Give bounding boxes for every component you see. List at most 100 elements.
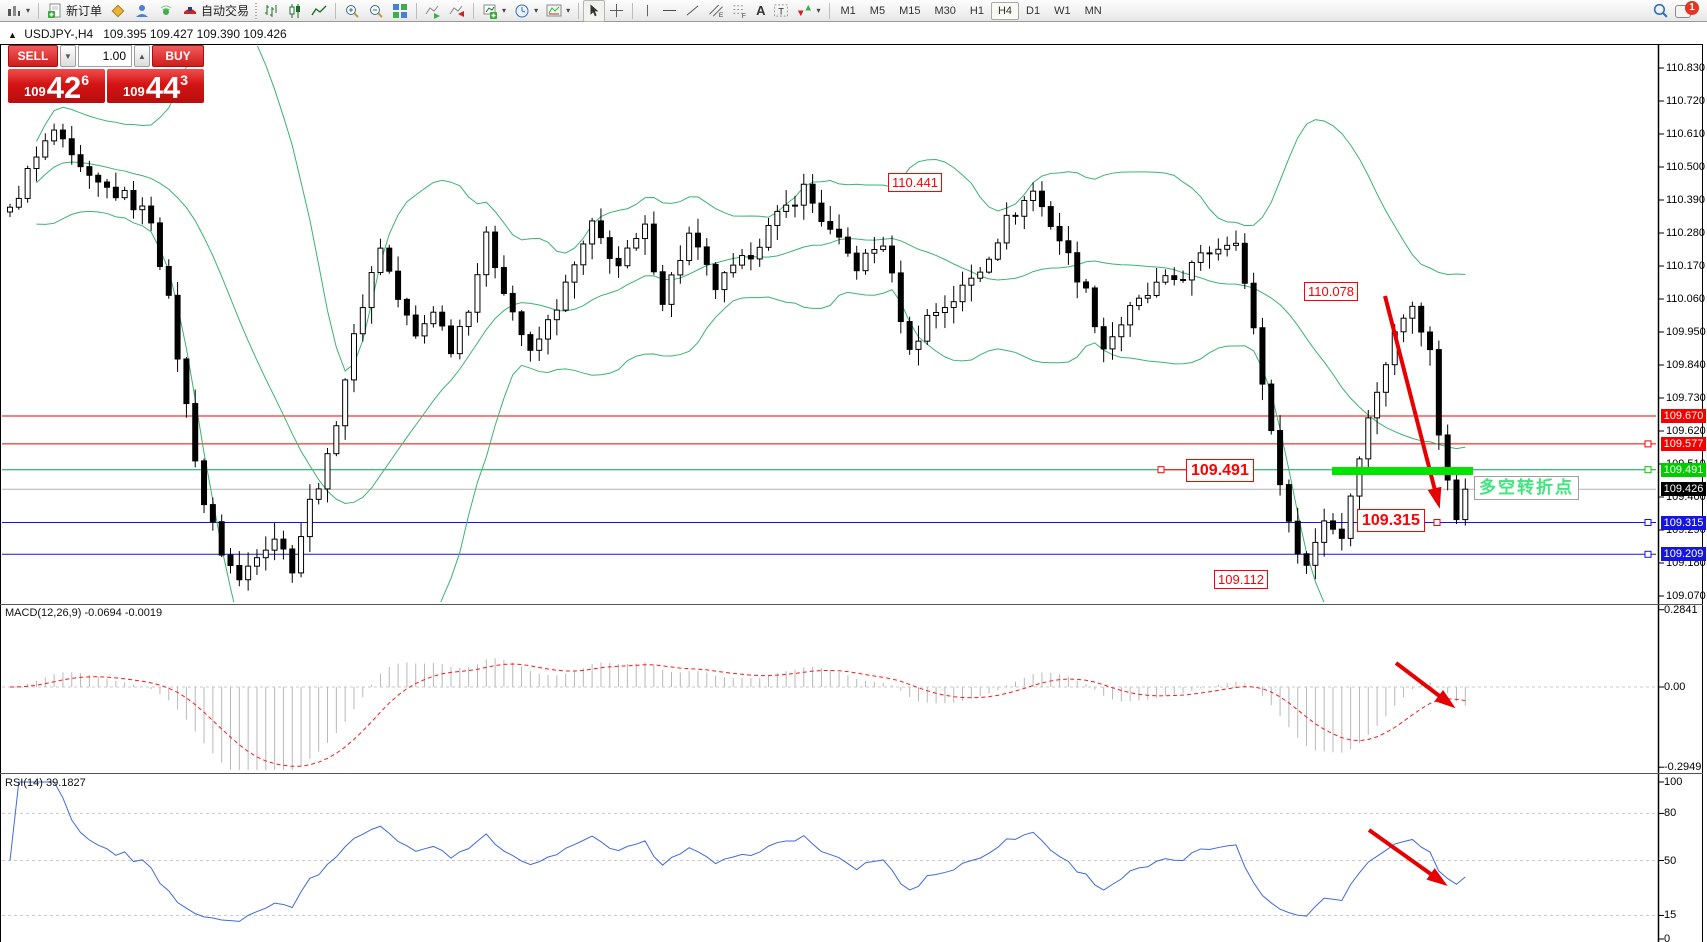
svg-text:F: F <box>742 13 746 18</box>
buy-price-sup: 3 <box>180 72 188 88</box>
tile-windows-button[interactable] <box>388 0 412 22</box>
price-tick-label: 109.840 <box>1666 359 1706 371</box>
annotation-level-109315[interactable]: 109.315 <box>1357 509 1425 532</box>
timeframe-m30[interactable]: M30 <box>934 4 956 17</box>
rsi-axis-label: 100 <box>1664 776 1683 788</box>
autotrading-button[interactable]: 自动交易 <box>178 0 253 22</box>
tile-windows-icon <box>393 3 408 18</box>
timeframe-m5[interactable]: M5 <box>869 4 886 17</box>
cursor-icon <box>590 4 599 17</box>
indicators-button[interactable]: ▾ <box>542 0 574 22</box>
periods-button[interactable]: ▾ <box>510 0 542 22</box>
line-chart-button[interactable] <box>307 0 331 22</box>
autotrading-label: 自动交易 <box>201 4 250 18</box>
separator <box>632 2 634 19</box>
indicators-icon <box>546 4 562 16</box>
autotrading-icon <box>184 6 197 14</box>
volume-decrease-button[interactable]: ▼ <box>60 45 76 67</box>
separator <box>828 2 830 19</box>
trendline-tool[interactable] <box>681 0 704 22</box>
price-level-label: 109.315 <box>1661 515 1706 530</box>
candlestick-chart-button[interactable] <box>283 0 307 22</box>
new-order-label: 新订单 <box>66 4 103 18</box>
volume-increase-button[interactable]: ▲ <box>134 45 150 67</box>
level-handles[interactable] <box>1157 440 1652 558</box>
one-click-trading-panel: SELL ▼ 1.00 ▲ BUY 109 42 6 109 44 3 <box>8 45 204 103</box>
annotation-turning-point[interactable]: 多空转折点 <box>1474 476 1579 500</box>
separator <box>38 2 40 19</box>
chart-window[interactable]: ▲ USDJPY-,H4 109.395 109.427 109.390 109… <box>0 22 1707 942</box>
level-lines-layer[interactable] <box>2 415 1656 555</box>
buy-button[interactable]: BUY <box>152 45 204 67</box>
new-chart-icon <box>483 4 498 19</box>
annotation-low-109112[interactable]: 109.112 <box>1214 570 1269 589</box>
zoom-out-button[interactable] <box>364 0 388 22</box>
zoom-in-icon <box>346 4 359 18</box>
crosshair-icon <box>610 3 624 18</box>
timeframe-h4[interactable]: H4 <box>990 1 1019 20</box>
text-label-tool[interactable]: T <box>769 0 793 22</box>
cursor-tool-button[interactable] <box>583 0 606 22</box>
symbol-period: USDJPY-,H4 <box>24 27 94 41</box>
arrows-tool[interactable]: ▾ <box>793 0 824 22</box>
volume-input[interactable]: 1.00 <box>78 45 132 67</box>
chevron-down-icon: ▾ <box>26 6 31 15</box>
trend-arrow[interactable] <box>1394 661 1456 709</box>
new-chart-button[interactable]: ▾ <box>478 0 510 22</box>
sell-price-button[interactable]: 109 42 6 <box>8 69 105 103</box>
new-order-button[interactable]: 新订单 <box>43 0 106 22</box>
timeframe-mn[interactable]: MN <box>1084 4 1102 17</box>
timeframe-m1[interactable]: M1 <box>840 4 856 17</box>
rsi-axis-label: 80 <box>1664 807 1677 820</box>
price-tick-label: 110.720 <box>1666 95 1705 107</box>
auto-scroll-button[interactable] <box>421 0 445 22</box>
grip <box>255 2 258 19</box>
search-icon[interactable] <box>1652 2 1669 19</box>
candles-layer[interactable] <box>7 123 1469 591</box>
bar-chart-button[interactable] <box>259 0 283 22</box>
fibonacci-tool[interactable]: F <box>728 0 752 22</box>
text-label-icon: T <box>774 4 789 17</box>
notifications-button[interactable]: 1 <box>1675 0 1699 20</box>
timeframe-w1[interactable]: W1 <box>1054 4 1071 17</box>
separator <box>473 2 475 19</box>
signals-button[interactable] <box>154 0 178 22</box>
trend-arrow[interactable] <box>1383 295 1442 509</box>
price-tick-label: 110.830 <box>1666 62 1705 74</box>
svg-text:E: E <box>719 12 724 18</box>
chart-shift-button[interactable] <box>445 0 469 22</box>
rsi-axis-label: 15 <box>1664 909 1677 922</box>
vertical-line-icon <box>647 4 648 17</box>
zoom-in-button[interactable] <box>340 0 364 22</box>
timeframe-d1[interactable]: D1 <box>1026 4 1041 17</box>
horizontal-line-tool[interactable] <box>658 0 681 22</box>
notification-badge: 1 <box>1685 0 1699 15</box>
annotation-high-110441[interactable]: 110.441 <box>888 173 943 192</box>
community-button[interactable] <box>130 0 154 22</box>
timeframe-m15[interactable]: M15 <box>899 4 921 17</box>
crosshair-tool-button[interactable] <box>605 0 628 22</box>
person-icon <box>136 4 149 17</box>
vertical-line-tool[interactable] <box>637 0 658 22</box>
collapse-icon[interactable]: ▲ <box>8 30 17 40</box>
price-tick-label: 109.620 <box>1666 425 1706 437</box>
price-chart[interactable] <box>0 22 1707 942</box>
text-tool[interactable]: A <box>752 0 769 22</box>
sell-button[interactable]: SELL <box>8 45 58 67</box>
annotation-high-110078[interactable]: 110.078 <box>1304 282 1359 301</box>
channel-tool[interactable]: E <box>704 0 728 22</box>
market-watch-button[interactable] <box>106 0 130 22</box>
price-tick-label: 109.950 <box>1666 326 1706 338</box>
clock-icon <box>515 4 529 17</box>
charts-menu-button[interactable]: ▾ <box>2 0 34 22</box>
buy-price-button[interactable]: 109 44 3 <box>107 69 204 103</box>
price-level-label: 109.670 <box>1661 409 1706 423</box>
trend-arrow[interactable] <box>1367 828 1448 887</box>
annotation-level-109491[interactable]: 109.491 <box>1186 459 1254 482</box>
trendline-icon <box>686 5 699 16</box>
timeframe-h1[interactable]: H1 <box>969 4 984 17</box>
chevron-down-icon: ▾ <box>816 6 821 15</box>
support-zone-bar[interactable] <box>1332 467 1473 475</box>
rsi-axis-label: 50 <box>1664 854 1677 867</box>
chevron-down-icon: ▾ <box>534 6 539 15</box>
